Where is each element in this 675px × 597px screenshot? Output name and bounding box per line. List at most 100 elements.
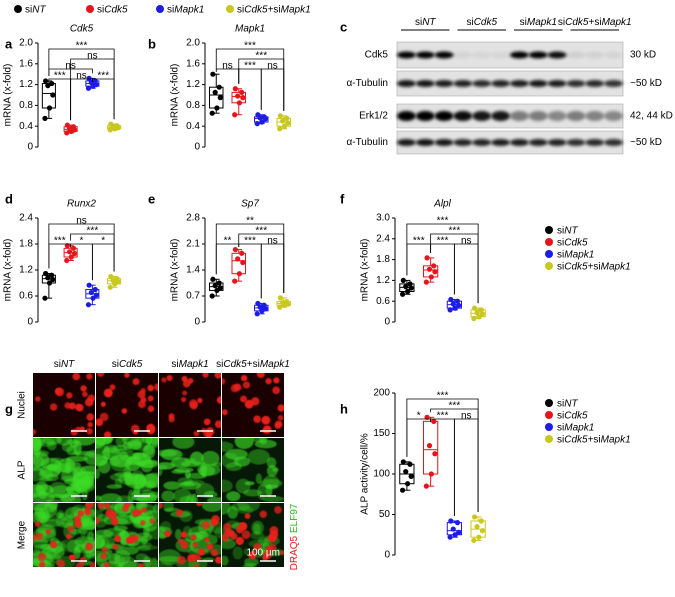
panel-letter: a: [5, 36, 13, 51]
blot-band: [510, 139, 529, 146]
micrograph: [96, 503, 158, 567]
data-point: [423, 483, 429, 489]
blot-band: [547, 139, 567, 146]
nucleus: [65, 533, 72, 540]
data-point: [471, 305, 478, 311]
significance-label: ns: [267, 236, 278, 247]
blot-band: [397, 111, 416, 121]
legend-label: siCdk5: [97, 4, 128, 15]
data-point: [239, 89, 245, 95]
nucleus: [180, 397, 187, 403]
blot-band: [604, 51, 623, 59]
data-point: [232, 246, 238, 253]
alp-signal: [247, 449, 270, 465]
nucleus: [182, 390, 188, 396]
blot-band: [585, 139, 605, 146]
blot-band: [566, 139, 586, 146]
nucleus: [96, 517, 100, 525]
data-point: [43, 270, 49, 277]
nucleus: [181, 375, 188, 382]
alp-signal: [232, 546, 243, 560]
significance-label: ***: [76, 41, 88, 52]
alp-signal: [243, 548, 251, 556]
panel-letter: e: [148, 191, 155, 206]
nucleus: [87, 394, 95, 403]
alp-signal: [190, 493, 198, 502]
micrograph: [96, 438, 158, 502]
alp-signal: [49, 485, 74, 498]
y-tick-label: 0: [194, 317, 200, 328]
nucleus: [197, 548, 206, 556]
data-point: [478, 307, 484, 313]
data-point: [452, 305, 458, 311]
blot-row-label: Erk1/2: [359, 111, 388, 122]
nucleus: [89, 561, 95, 567]
data-point: [112, 281, 118, 287]
y-tick-label: 0.6: [376, 296, 390, 307]
alp-signal: [96, 529, 114, 538]
y-tick-label: 1.8: [19, 239, 33, 250]
y-tick-label: 0: [27, 142, 33, 153]
data-point: [86, 75, 92, 81]
significance-bracket: [48, 48, 115, 120]
alp-signal: [140, 457, 154, 473]
data-point: [49, 272, 55, 278]
data-point: [471, 537, 477, 544]
nucleus: [75, 403, 84, 412]
y-tick-label: 1.2: [19, 265, 33, 276]
nucleus: [259, 510, 268, 518]
nucleus: [140, 520, 146, 526]
nucleus: [33, 534, 37, 542]
nucleus: [131, 509, 140, 517]
data-point: [257, 115, 263, 121]
micrograph: [96, 373, 158, 437]
data-point: [428, 274, 434, 280]
data-point: [423, 279, 429, 285]
nucleus: [210, 548, 219, 557]
legend-marker: [156, 5, 164, 13]
data-point: [447, 534, 453, 540]
y-tick-label: 1.4: [186, 265, 200, 276]
y-axis-label: mRNA (x-fold): [360, 239, 371, 302]
nucleus: [197, 397, 203, 404]
data-point: [259, 119, 265, 125]
nucleus: [250, 397, 260, 406]
data-point: [112, 126, 118, 132]
alp-signal: [225, 448, 248, 460]
blot-band: [415, 80, 435, 87]
data-point: [232, 86, 238, 92]
blot-size-label: 42, 44 kD: [630, 111, 673, 122]
blot-band: [434, 111, 454, 121]
alp-signal: [115, 546, 139, 555]
micrograph: [222, 503, 284, 567]
alp-signal: [97, 460, 111, 474]
blot-band: [585, 80, 605, 87]
nucleus: [84, 508, 92, 516]
micrograph: [33, 373, 95, 437]
data-point: [42, 295, 48, 301]
data-point: [456, 302, 462, 308]
nucleus: [103, 562, 110, 567]
legend-marker: [545, 399, 553, 407]
blot-band: [528, 139, 548, 146]
legend-label: siNT: [557, 398, 578, 409]
data-point: [479, 528, 485, 534]
alp-signal: [214, 526, 221, 539]
nucleus: [269, 544, 277, 551]
nucleus: [130, 424, 140, 434]
legend-marker: [14, 5, 22, 13]
significance-label: ***: [413, 236, 425, 247]
nucleus: [180, 531, 188, 539]
nucleus: [86, 427, 93, 435]
blot-band: [604, 139, 623, 146]
y-tick-label: 0.6: [19, 291, 33, 302]
significance-bracket: [70, 78, 93, 121]
nucleus: [190, 553, 197, 560]
data-point: [450, 301, 456, 307]
significance-label: ***: [255, 226, 267, 237]
blot-column-label: siNT: [415, 17, 436, 28]
data-point: [407, 281, 413, 287]
nucleus: [80, 385, 87, 392]
nucleus: [214, 373, 221, 379]
y-tick-label: 2.0: [19, 38, 33, 49]
